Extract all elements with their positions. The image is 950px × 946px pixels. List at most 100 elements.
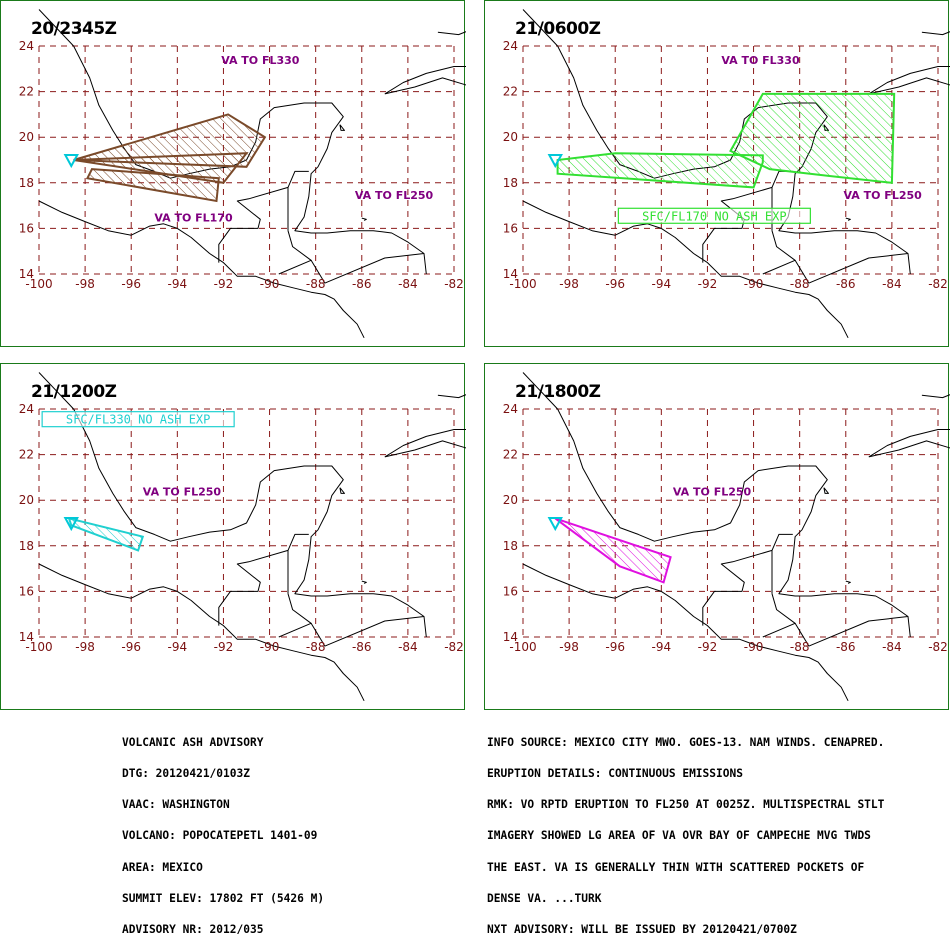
advisory-line: IMAGERY SHOWED LG AREA OF VA OVR BAY OF … — [487, 829, 871, 843]
advisory-line: ADVISORY NR: 2012/035 — [122, 923, 264, 937]
map-panel-t18: -100 -98 -96 -94 -92 -90 -88 -86 -84 -82 24 22 20 18 1… — [484, 363, 950, 710]
ash-cloud-polygon — [67, 516, 145, 552]
ash-cloud-polygon — [554, 517, 672, 584]
lon-tick-label: -98 — [559, 640, 579, 654]
flight-level-label: VA TO FL330 — [221, 54, 300, 67]
gulf-coastline — [38, 372, 427, 638]
ash-cloud-polygon — [556, 152, 764, 189]
island-outline — [845, 217, 851, 221]
pacific-coastline — [522, 563, 849, 702]
map-panel-t6: -100 -98 -96 -94 -92 -90 -88 -86 -84 -82 24 22 20 18 1… — [484, 0, 950, 347]
lon-tick-label: -98 — [75, 640, 95, 654]
lat-tick-label: 16 — [503, 221, 518, 235]
advisory-remarks-block: INFO SOURCE: MEXICO CITY MWO. GOES-13. N… — [487, 717, 884, 946]
country-border — [287, 533, 309, 551]
advisory-line: VOLCANO: POPOCATEPETL 1401-09 — [122, 829, 318, 843]
island-outline — [823, 487, 829, 494]
country-border — [771, 533, 793, 551]
ash-cloud-polygon — [85, 168, 220, 203]
volcano-icon — [63, 517, 79, 532]
lon-tick-label: -92 — [698, 640, 718, 654]
lat-tick-label: 20 — [19, 493, 34, 507]
lon-tick-label: -86 — [836, 640, 856, 654]
lon-tick-label: -88 — [306, 277, 326, 291]
map-canvas: -100 -98 -96 -94 -92 -90 -88 -86 -84 -82 24 22 20 18 1… — [503, 372, 950, 702]
flight-level-label: VA TO FL250 — [355, 189, 434, 202]
country-border — [310, 253, 425, 284]
lon-tick-label: -98 — [559, 277, 579, 291]
island-outline — [339, 487, 345, 494]
lon-tick-label: -90 — [260, 277, 280, 291]
lon-tick-label: -94 — [652, 640, 672, 654]
advisory-line: RMK: VO RPTD ERUPTION TO FL250 AT 0025Z.… — [487, 798, 885, 812]
lon-tick-label: -82 — [444, 640, 464, 654]
panel-time-label: 21/1800Z — [515, 382, 601, 402]
lat-tick-label: 14 — [19, 267, 34, 281]
lon-tick-label: -86 — [352, 640, 372, 654]
lat-tick-label: 24 — [19, 39, 34, 53]
cuba-coastline — [384, 429, 466, 458]
lon-tick-label: -86 — [352, 277, 372, 291]
florida-coastline — [921, 31, 950, 36]
no-ash-box — [617, 207, 811, 224]
lat-tick-label: 14 — [19, 630, 34, 644]
lon-tick-label: -88 — [306, 640, 326, 654]
florida-coastline — [437, 31, 466, 36]
advisory-line: VAAC: WASHINGTON — [122, 798, 230, 812]
lon-tick-label: -94 — [168, 277, 188, 291]
advisory-line: VOLCANIC ASH ADVISORY — [122, 735, 264, 749]
flight-level-label: VA TO FL250 — [844, 189, 923, 202]
advisory-line: SUMMIT ELEV: 17802 FT (5426 M) — [122, 891, 325, 905]
island-outline — [361, 217, 367, 221]
lon-tick-label: -100 — [509, 640, 536, 654]
advisory-line: DTG: 20120421/0103Z — [122, 767, 250, 781]
advisory-line: THE EAST. VA IS GENERALLY THIN WITH SCAT… — [487, 860, 865, 874]
panel-time-label: 21/0600Z — [515, 19, 601, 39]
ash-cloud-polygon — [729, 92, 896, 184]
lon-tick-label: -84 — [882, 640, 902, 654]
lat-tick-label: 18 — [503, 539, 518, 553]
lon-tick-label: -90 — [260, 640, 280, 654]
lon-tick-label: -98 — [75, 277, 95, 291]
lon-tick-label: -82 — [928, 640, 948, 654]
lon-tick-label: -88 — [790, 277, 810, 291]
lat-tick-label: 20 — [19, 130, 34, 144]
advisory-line: INFO SOURCE: MEXICO CITY MWO. GOES-13. N… — [487, 735, 885, 749]
lat-tick-label: 24 — [503, 402, 518, 416]
no-ash-label: SFC/FL170 NO ASH EXP — [642, 209, 787, 223]
panel-time-label: 21/1200Z — [31, 382, 117, 402]
pacific-coastline — [38, 563, 365, 702]
lat-tick-label: 18 — [19, 539, 34, 553]
lon-tick-label: -88 — [790, 640, 810, 654]
lon-tick-label: -96 — [605, 277, 625, 291]
country-border — [218, 186, 289, 263]
lon-tick-label: -100 — [25, 277, 52, 291]
gulf-coastline — [522, 372, 911, 638]
lat-tick-label: 22 — [19, 448, 34, 462]
lon-tick-label: -92 — [214, 640, 234, 654]
advisory-line: ERUPTION DETAILS: CONTINUOUS EMISSIONS — [487, 767, 743, 781]
advisory-line: NXT ADVISORY: WILL BE ISSUED BY 20120421… — [487, 923, 797, 937]
country-border — [794, 253, 909, 284]
map-panel-t12: -100 -98 -96 -94 -92 -90 -88 -86 -84 -82 24 22 20 18 1… — [0, 363, 466, 710]
volcano-icon — [547, 517, 563, 532]
flight-level-label: VA TO FL170 — [154, 212, 233, 225]
country-border — [762, 593, 796, 638]
lon-tick-label: -94 — [168, 640, 188, 654]
flight-level-label: VA TO FL250 — [143, 486, 222, 499]
lat-tick-label: 16 — [19, 584, 34, 598]
pacific-coastline — [38, 200, 365, 339]
lon-tick-label: -96 — [605, 640, 625, 654]
island-outline — [339, 124, 345, 131]
lon-tick-label: -84 — [398, 277, 418, 291]
country-border — [218, 549, 289, 626]
lat-tick-label: 18 — [503, 176, 518, 190]
map-panel-t0: -100 -98 -96 -94 -92 -90 -88 -86 -84 -82 24 22 20 18 1… — [0, 0, 466, 347]
lon-tick-label: -82 — [444, 277, 464, 291]
lat-tick-label: 20 — [503, 493, 518, 507]
no-ash-box — [41, 411, 235, 428]
country-border — [702, 186, 773, 263]
cuba-coastline — [384, 66, 466, 95]
lon-tick-label: -100 — [25, 640, 52, 654]
country-border — [702, 549, 773, 626]
